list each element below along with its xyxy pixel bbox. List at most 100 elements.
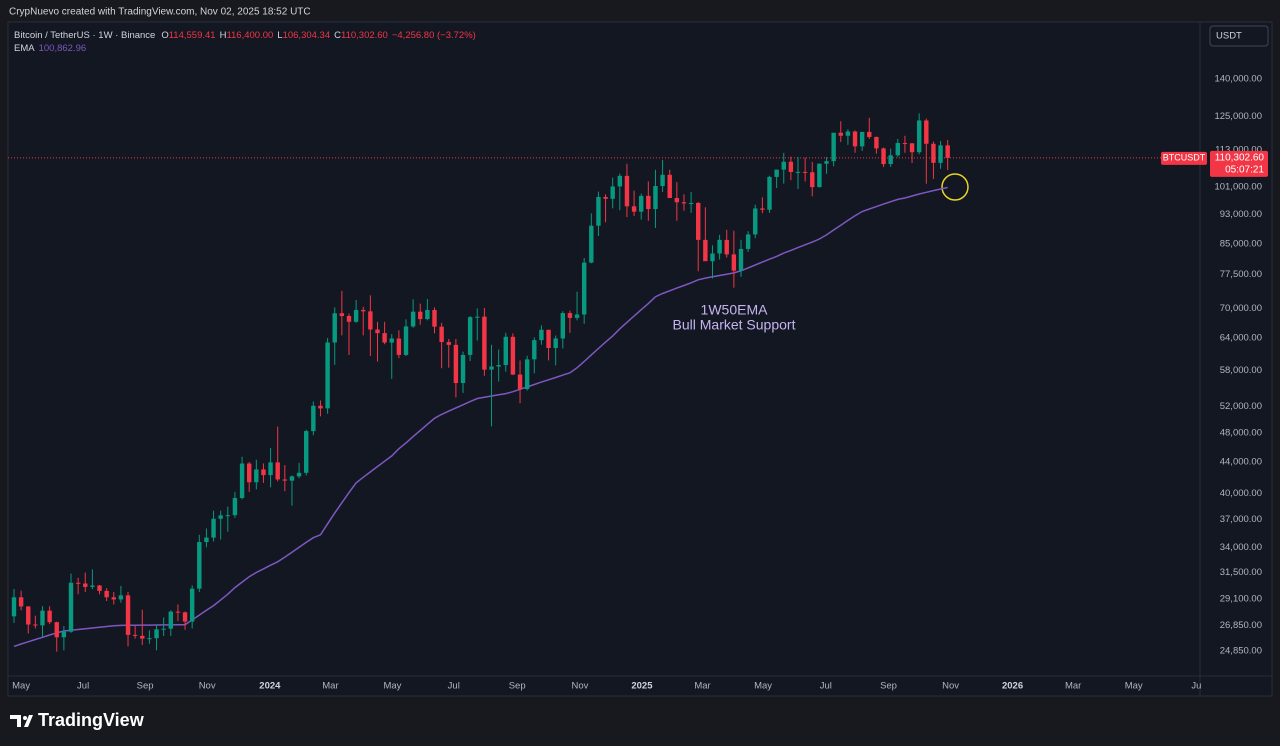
candle-body bbox=[553, 338, 558, 348]
candle-body bbox=[874, 136, 879, 149]
candle-body bbox=[638, 195, 644, 212]
candle-body bbox=[132, 634, 138, 636]
plot: 24,850.00 26,850.00 29,100.00 31,500.00 34,0… bbox=[8, 73, 1268, 692]
candle-body bbox=[774, 169, 779, 177]
candle-body bbox=[446, 342, 451, 345]
candle-body bbox=[510, 336, 516, 375]
x-tick-label: Sep bbox=[137, 681, 154, 692]
x-tick-label: Mar bbox=[322, 681, 338, 692]
candle-body bbox=[282, 479, 288, 481]
candle-body bbox=[18, 597, 24, 607]
candle-body bbox=[26, 606, 31, 625]
x-tick-label: Jul bbox=[820, 681, 832, 692]
candle-body bbox=[745, 234, 751, 249]
candle-body bbox=[467, 317, 473, 355]
candle-body bbox=[83, 583, 88, 587]
y-tick-label: 34,000.00 bbox=[1220, 542, 1262, 553]
candle-body bbox=[546, 329, 551, 348]
x-tick-label: Mar bbox=[694, 681, 710, 692]
ema-value: 100,862.96 bbox=[39, 43, 87, 54]
candle-body bbox=[674, 198, 680, 203]
price-tag-symbol: BTCUSDT bbox=[1163, 153, 1206, 163]
chart-panel bbox=[7, 21, 1273, 697]
candle-body bbox=[33, 624, 38, 626]
y-tick-label: 52,000.00 bbox=[1220, 401, 1262, 412]
candle-body bbox=[396, 338, 402, 355]
x-tick-label: May bbox=[1125, 681, 1143, 692]
candle-body bbox=[589, 225, 594, 263]
candle-body bbox=[218, 515, 223, 519]
candle-body bbox=[111, 597, 116, 600]
y-tick-label: 48,000.00 bbox=[1220, 428, 1262, 439]
candle-body bbox=[753, 208, 758, 235]
candle-body bbox=[909, 143, 915, 153]
x-tick-label: 2025 bbox=[631, 681, 653, 692]
candle-body bbox=[118, 595, 124, 600]
legend-change: −4,256.80 (−3.72%) bbox=[392, 30, 476, 41]
y-tick-label: 29,100.00 bbox=[1220, 593, 1262, 604]
candle-body bbox=[646, 195, 651, 210]
candle-body bbox=[489, 366, 494, 370]
candle-body bbox=[617, 175, 623, 187]
y-tick-label: 93,000.00 bbox=[1220, 209, 1262, 220]
price-tag-countdown: 05:07:21 bbox=[1225, 164, 1264, 175]
candle-body bbox=[824, 161, 829, 164]
candle-body bbox=[261, 469, 266, 476]
y-tick-label: 31,500.00 bbox=[1220, 567, 1262, 578]
candle-body bbox=[361, 309, 366, 312]
x-tick-label: Nov bbox=[571, 681, 588, 692]
x-tick-label: Sep bbox=[509, 681, 526, 692]
candle-body bbox=[246, 463, 252, 483]
candle-body bbox=[838, 132, 843, 136]
y-tick-label: 77,500.00 bbox=[1220, 269, 1262, 280]
price-tag-symbol-box bbox=[1161, 151, 1207, 165]
currency-label[interactable]: USDT bbox=[1216, 31, 1242, 42]
candle-body bbox=[11, 597, 17, 617]
candle-body bbox=[916, 120, 922, 153]
candle-body bbox=[97, 585, 102, 591]
candle-body bbox=[204, 537, 209, 543]
candle-body bbox=[902, 143, 908, 145]
candle-body bbox=[275, 462, 280, 480]
candle-body bbox=[432, 309, 437, 327]
candle-body bbox=[418, 311, 423, 320]
legend-field-value: 110,302.60 bbox=[341, 30, 388, 41]
candle-body bbox=[182, 612, 188, 622]
x-tick-label: May bbox=[383, 681, 401, 692]
legend-field-label: L bbox=[277, 30, 282, 41]
footer-logo: TradingView bbox=[10, 710, 145, 730]
candle-body bbox=[717, 239, 722, 254]
candle-body bbox=[353, 309, 359, 322]
candle-body bbox=[268, 462, 273, 476]
candle-body bbox=[767, 176, 772, 210]
candle-body bbox=[40, 610, 45, 626]
ema-legend: EMA 100,862.96 bbox=[14, 43, 86, 54]
candle-body bbox=[325, 342, 330, 409]
candle-body bbox=[304, 431, 309, 473]
legend-field-value: 106,304.34 bbox=[283, 30, 331, 41]
y-tick-label: 64,000.00 bbox=[1220, 332, 1262, 343]
candle-body bbox=[581, 262, 587, 315]
currency-button[interactable] bbox=[1209, 25, 1269, 47]
y-tick-label: 85,000.00 bbox=[1220, 239, 1262, 250]
candle-body bbox=[603, 196, 608, 199]
legend-field-value: 116,400.00 bbox=[226, 30, 273, 41]
candle-body bbox=[68, 582, 74, 632]
candle-body bbox=[254, 469, 259, 483]
candle-body bbox=[938, 145, 943, 163]
candle-body bbox=[439, 326, 444, 343]
logo-dot bbox=[23, 716, 27, 720]
candle-body bbox=[175, 611, 181, 613]
candle-body bbox=[154, 629, 159, 639]
logo-icon bbox=[10, 715, 33, 727]
candle-body bbox=[802, 171, 808, 173]
y-tick-label: 101,000.00 bbox=[1214, 182, 1262, 193]
legend-field-label: C bbox=[334, 30, 341, 41]
candle-body bbox=[781, 161, 786, 170]
y-tick-label: 140,000.00 bbox=[1214, 73, 1262, 84]
candle-body bbox=[881, 148, 886, 165]
ema-name: EMA bbox=[14, 43, 35, 54]
candle-body bbox=[289, 476, 295, 481]
legend-field-label: O bbox=[161, 30, 168, 41]
